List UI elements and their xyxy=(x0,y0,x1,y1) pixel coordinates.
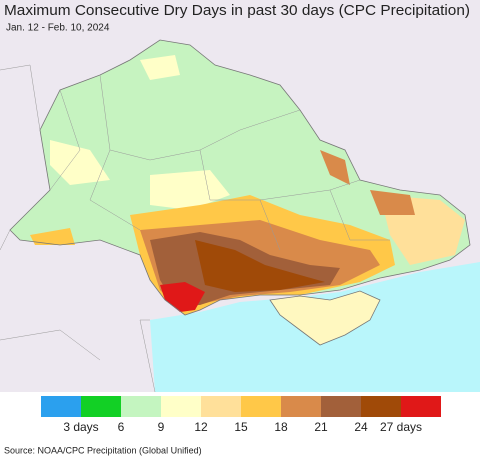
dry-patch xyxy=(30,228,75,245)
subtitle: Jan. 12 - Feb. 10, 2024 xyxy=(6,23,110,34)
legend-label: 27 days xyxy=(380,420,422,434)
legend-label: 3 days xyxy=(63,420,98,434)
dry-patch xyxy=(140,55,180,80)
dry-patch xyxy=(195,240,325,292)
title: Maximum Consecutive Dry Days in past 30 … xyxy=(4,2,470,19)
coastline xyxy=(269,290,381,346)
legend-label: 9 xyxy=(158,420,165,434)
legend-label: 6 xyxy=(118,420,125,434)
legend-swatch xyxy=(201,396,241,417)
legend-swatch xyxy=(321,396,361,417)
legend-label: 18 xyxy=(274,420,288,434)
legend-swatch xyxy=(161,396,201,417)
legend-label: 15 xyxy=(234,420,248,434)
legend: 3 days 6 9 12 15 18 21 24 27 days xyxy=(41,396,441,434)
legend-swatch xyxy=(81,396,121,417)
legend-label: 21 xyxy=(314,420,328,434)
admin-borders xyxy=(49,74,390,251)
dry-patch xyxy=(50,140,110,185)
source: Source: NOAA/CPC Precipitation (Global U… xyxy=(4,445,202,455)
legend-swatch xyxy=(41,396,81,417)
legend-label: 12 xyxy=(194,420,208,434)
crimea xyxy=(270,291,380,345)
country-border xyxy=(9,39,471,316)
legend-label: 24 xyxy=(354,420,368,434)
legend-swatch xyxy=(121,396,161,417)
legend-swatch xyxy=(281,396,321,417)
neighbor-borders xyxy=(0,64,156,393)
legend-swatch xyxy=(361,396,401,417)
dry-patch xyxy=(370,190,415,215)
legend-swatch xyxy=(241,396,281,417)
legend-swatch xyxy=(401,396,441,417)
dry-patch xyxy=(320,150,350,185)
